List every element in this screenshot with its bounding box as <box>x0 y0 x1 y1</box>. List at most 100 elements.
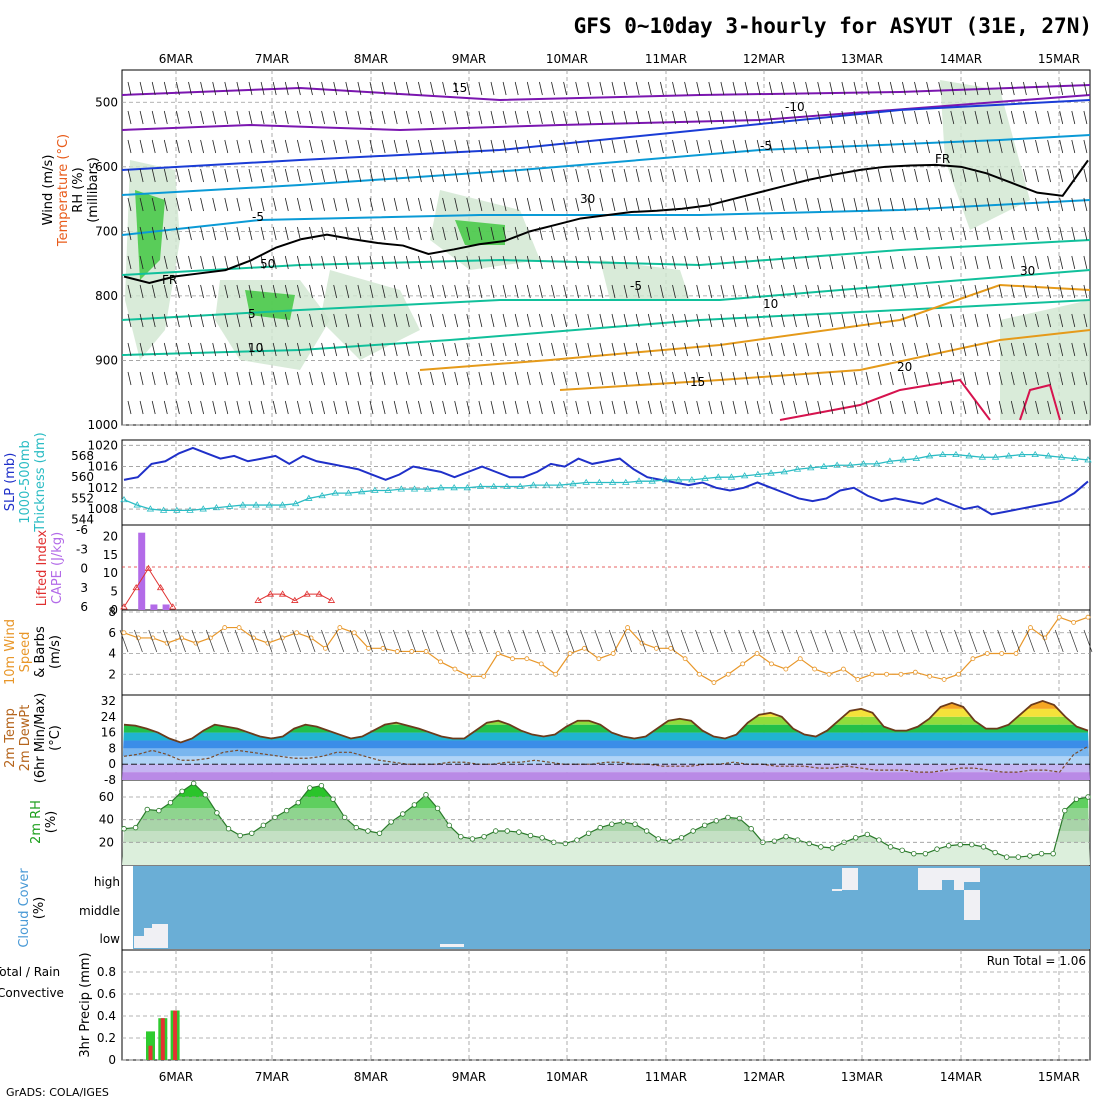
wind-barb <box>490 284 495 299</box>
thickness-marker <box>318 492 326 499</box>
wind-barb <box>793 81 797 96</box>
rh-marker <box>481 833 487 840</box>
wind-barb <box>841 371 846 386</box>
wind-barb <box>551 313 555 328</box>
pressure-tick-label: 1000 <box>87 418 118 432</box>
thickness-marker <box>899 456 907 463</box>
surface-wind-barb <box>594 629 604 653</box>
wind-barb <box>357 110 362 125</box>
wind-barb <box>369 342 374 357</box>
wind-barb <box>405 342 410 357</box>
cloud-cover-block <box>144 928 152 948</box>
thickness-marker <box>674 476 683 483</box>
wind-barb <box>418 371 422 386</box>
thickness-marker <box>912 454 921 461</box>
wind-barb <box>405 371 410 386</box>
wind-barb <box>660 400 664 415</box>
wind-barb <box>962 197 967 212</box>
wind-barb <box>938 81 943 96</box>
wind-barb <box>841 255 846 270</box>
wind-speed-marker <box>999 651 1005 656</box>
wind-speed-marker <box>567 651 573 656</box>
wind-barb <box>587 81 592 96</box>
wind-barb <box>720 255 725 270</box>
thickness-marker <box>239 501 247 508</box>
wind-barb <box>176 226 180 241</box>
rh-marker <box>504 828 510 834</box>
wind-barb <box>526 110 531 125</box>
wind-barb <box>1071 400 1076 415</box>
wind-barb <box>865 81 870 96</box>
wind-barb <box>623 400 628 415</box>
wind-barb <box>526 342 531 357</box>
wind-barb <box>708 284 713 299</box>
surface-wind-barb <box>867 629 877 653</box>
rh-shading <box>215 280 330 370</box>
wind-barb <box>1059 226 1064 241</box>
wind-barb <box>188 168 192 183</box>
wind-barb <box>587 139 592 154</box>
wind-barb <box>914 139 918 154</box>
wind-barb <box>224 226 229 241</box>
wind-barb <box>587 313 592 328</box>
wind-barb <box>1035 313 1039 328</box>
lifted-index-marker <box>156 583 165 591</box>
wind-barb <box>793 371 797 386</box>
wind-barb <box>829 313 834 328</box>
wind-barb <box>526 81 531 96</box>
wind-barb <box>224 313 229 328</box>
wind-barb <box>877 168 882 183</box>
wind-barb <box>418 313 422 328</box>
wind-speed-marker <box>1028 625 1033 630</box>
wind-barb <box>200 110 204 125</box>
x-tick-label-bottom: 14MAR <box>940 1070 982 1084</box>
surface-wind-barb <box>393 629 402 653</box>
wind-barb <box>805 342 809 357</box>
wind-barb <box>974 139 979 154</box>
rh-marker <box>562 840 569 847</box>
y-axis-label: (°C) <box>48 725 63 751</box>
rh-marker <box>643 828 650 834</box>
rh-band <box>122 808 1090 820</box>
slp-tick-label: 1020 <box>87 438 118 452</box>
wind-barb <box>321 371 325 386</box>
wind-barb <box>248 168 253 183</box>
wind-barb <box>696 81 701 96</box>
thickness-tick-label: 544 <box>71 513 94 527</box>
wind-barb <box>176 284 180 299</box>
wind-barb <box>248 226 253 241</box>
wind-barb <box>635 342 640 357</box>
wind-barb <box>623 313 628 328</box>
wind-barb <box>502 313 507 328</box>
wind-barb <box>672 342 676 357</box>
wind-barb <box>200 371 204 386</box>
wind-barb <box>454 110 459 125</box>
thickness-marker <box>186 506 194 513</box>
wind-barb <box>660 342 664 357</box>
wind-barb <box>889 371 894 386</box>
wind-barb <box>260 168 265 183</box>
wind-barb <box>1059 255 1064 270</box>
wind-barb <box>309 342 313 357</box>
rh-shading <box>940 80 1030 230</box>
wind-barb <box>357 139 362 154</box>
wind-barb <box>853 139 858 154</box>
wind-barb <box>732 342 737 357</box>
wind-barb <box>575 168 580 183</box>
wind-barb <box>902 110 906 125</box>
wind-barb <box>357 81 362 96</box>
wind-barb <box>962 371 967 386</box>
wind-barb <box>744 400 749 415</box>
wind-barb <box>454 197 459 212</box>
thickness-marker <box>701 474 709 481</box>
wind-barb <box>889 110 894 125</box>
y-axis-label: (6hr Min/Max) <box>33 693 48 783</box>
wind-barb <box>163 284 168 299</box>
y-axis-label: Thickness (dm) <box>33 432 48 532</box>
wind-barb <box>1083 197 1088 212</box>
wind-barb <box>478 139 483 154</box>
wind-barb <box>418 110 422 125</box>
wind-speed-marker <box>553 671 559 677</box>
rh-marker <box>748 826 754 832</box>
wind-barb <box>272 284 277 299</box>
